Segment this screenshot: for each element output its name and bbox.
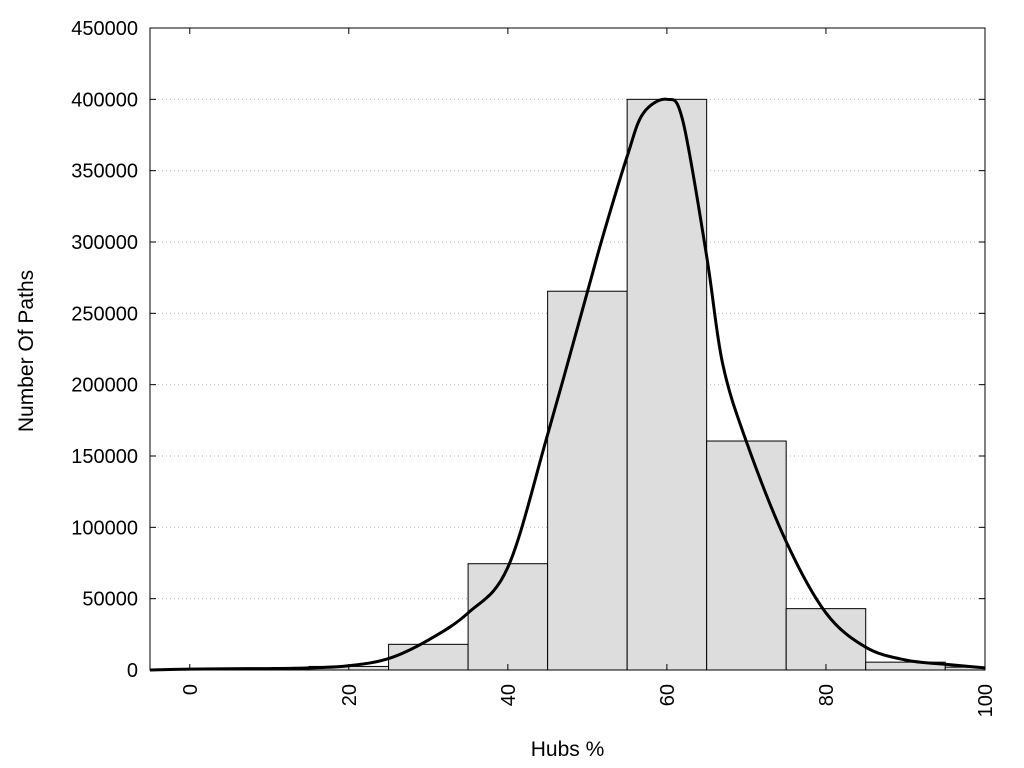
y-tick-label: 400000 [71, 89, 138, 111]
y-tick-label: 350000 [71, 161, 138, 183]
histogram-bar [388, 643, 469, 671]
plot-frame [149, 27, 986, 671]
y-tick-label: 50000 [82, 589, 138, 611]
histogram-bar [626, 98, 708, 671]
y-axis-ticks: 0 50000 100000 150000 200000 250000 300000 3500… [71, 18, 985, 682]
y-tick-label: 250000 [71, 303, 138, 325]
histogram-bar [706, 440, 787, 671]
x-tick-label: 100 [975, 684, 997, 717]
density-curve-line [149, 97, 986, 672]
y-tick-label: 0 [127, 660, 138, 682]
x-tick-label: 0 [180, 684, 202, 695]
x-tick-label: 40 [498, 684, 520, 706]
y-tick-label: 450000 [71, 18, 138, 40]
y-axis-title: Number Of Paths [15, 270, 38, 432]
histogram-bar [467, 563, 549, 671]
density-curve [149, 97, 986, 672]
x-axis-title: Hubs % [531, 738, 605, 761]
histogram-bars [149, 98, 986, 671]
x-tick-label: 20 [339, 684, 361, 706]
histogram-bar [547, 290, 628, 671]
x-axis-ticks: 0 20 40 60 80 100 [180, 28, 997, 717]
y-tick-label: 100000 [71, 517, 138, 539]
y-tick-label: 200000 [71, 375, 138, 397]
x-tick-label: 60 [657, 684, 679, 706]
y-tick-label: 300000 [71, 232, 138, 254]
y-tick-label: 150000 [71, 446, 138, 468]
x-tick-label: 80 [816, 684, 838, 706]
